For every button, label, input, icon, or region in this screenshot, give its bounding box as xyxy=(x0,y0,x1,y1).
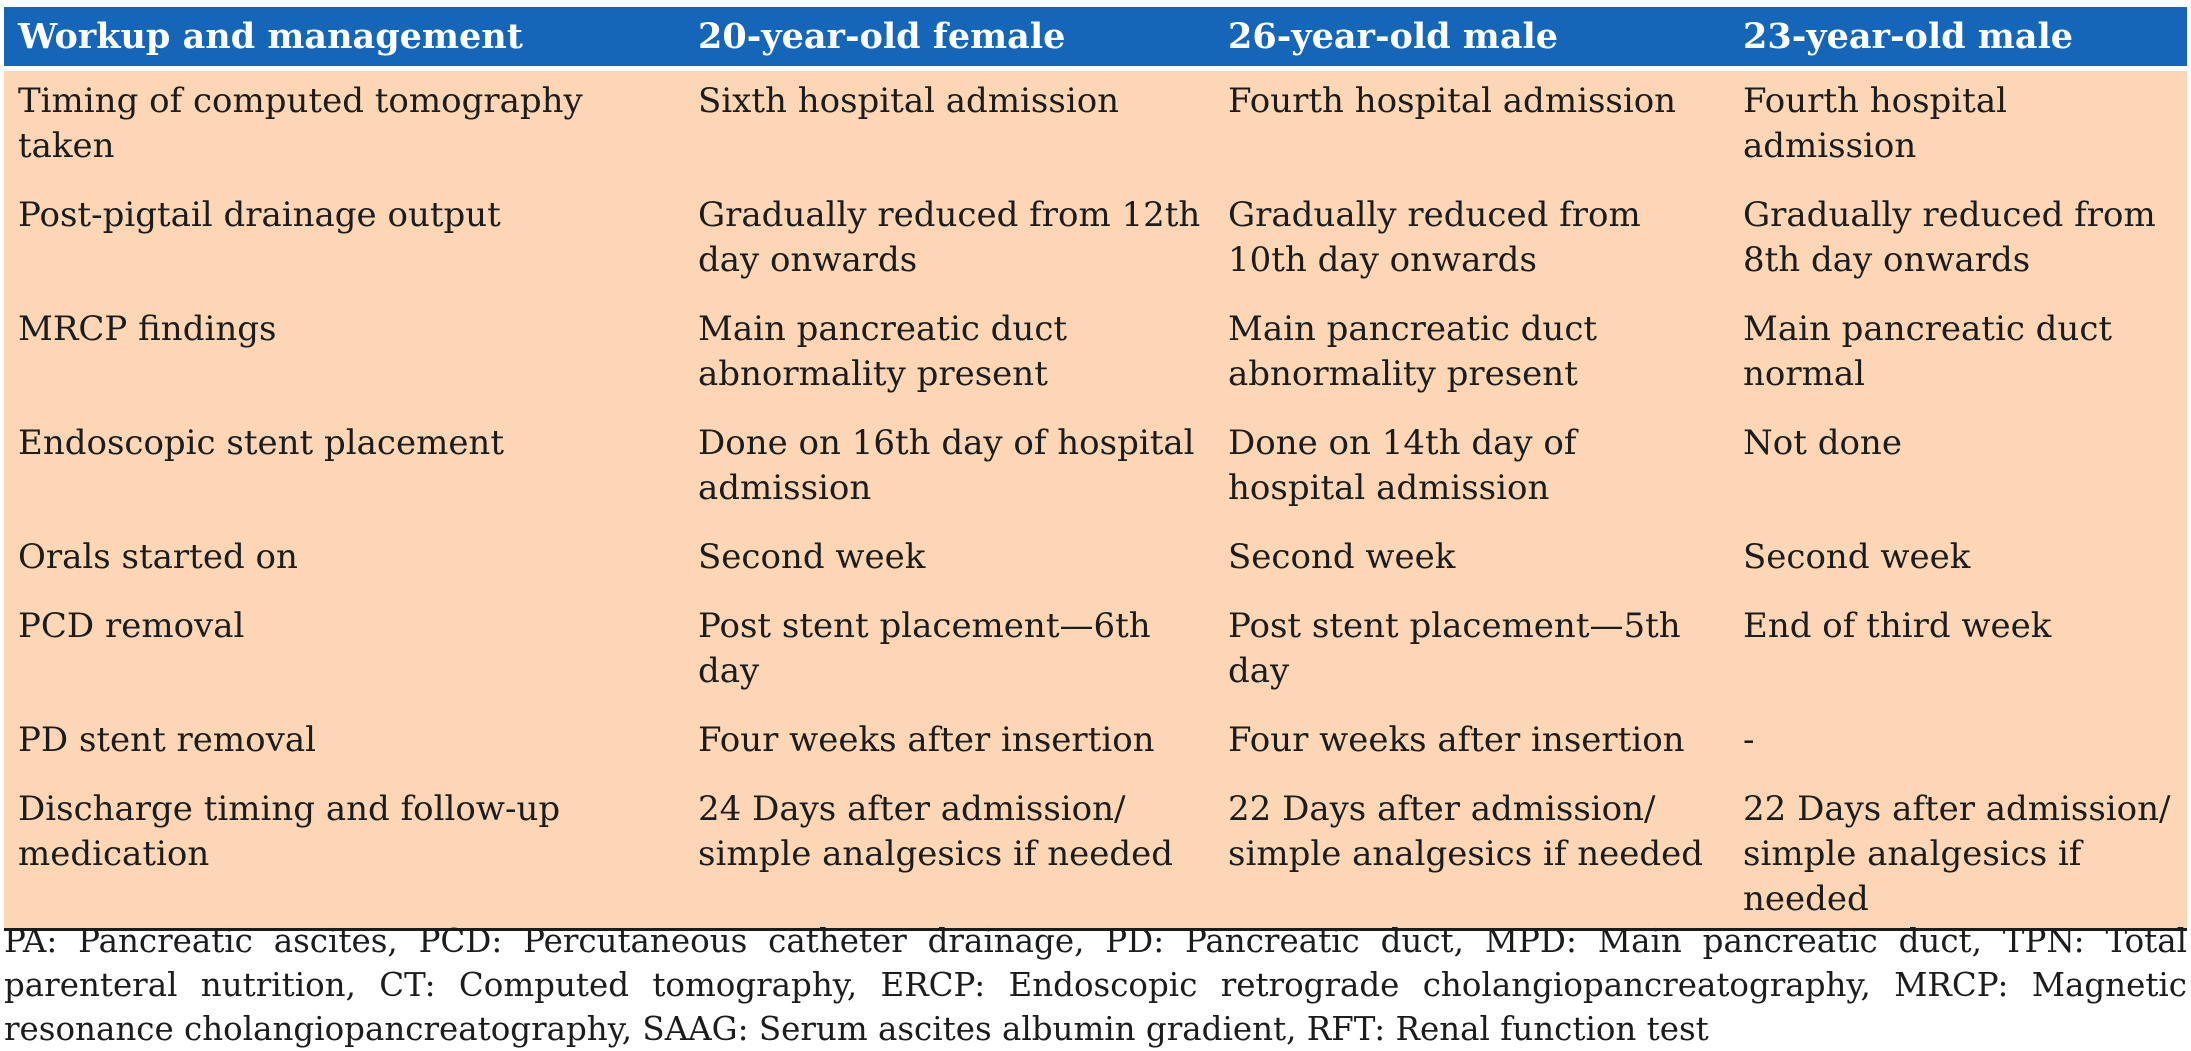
table-cell: Done on 14th day of hospital admission xyxy=(1228,422,1577,508)
table-cell: Main pancreatic duct abnormality present xyxy=(698,308,1068,394)
table-row: PD stent removal Four weeks after insert… xyxy=(4,710,2187,779)
header-cell-workup: Workup and management xyxy=(4,7,684,71)
header-cell-patient-1: 20-year-old female xyxy=(684,7,1214,71)
row-label-cell: Endoscopic stent placement xyxy=(18,422,504,463)
header-cell-patient-3: 23-year-old male xyxy=(1729,7,2187,71)
table-cell: Main pancreatic duct normal xyxy=(1743,308,2113,394)
table-cell: Fourth hospital admission xyxy=(1743,80,2007,166)
table-cell: Sixth hospital admission xyxy=(698,80,1120,121)
row-label-cell: Timing of computed tomography taken xyxy=(18,80,583,166)
table-cell: - xyxy=(1743,719,1755,760)
table-cell: Gradually reduced from 8th day onwards xyxy=(1743,194,2156,280)
table-row: PCD removal Post stent placement—6th day… xyxy=(4,596,2187,710)
table-cell: Second week xyxy=(698,536,926,577)
table-cell: 24 Days after admission/ simple analgesi… xyxy=(698,788,1174,874)
table-cell: Four weeks after insertion xyxy=(698,719,1155,760)
table-cell: Post stent placement—5th day xyxy=(1228,605,1681,691)
table-cell: Second week xyxy=(1228,536,1456,577)
row-label-cell: Post-pigtail drainage output xyxy=(18,194,501,235)
table-row: MRCP findings Main pancreatic duct abnor… xyxy=(4,299,2187,413)
row-label-cell: Orals started on xyxy=(18,536,298,577)
table-header: Workup and management 20-year-old female… xyxy=(4,7,2187,71)
table-cell: Four weeks after insertion xyxy=(1228,719,1685,760)
header-row: Workup and management 20-year-old female… xyxy=(4,7,2187,71)
table-cell: Post stent placement—6th day xyxy=(698,605,1151,691)
table-cell: 22 Days after admission/ simple analgesi… xyxy=(1228,788,1704,874)
table-cell: End of third week xyxy=(1743,605,2052,646)
header-cell-patient-2: 26-year-old male xyxy=(1214,7,1729,71)
table-cell: Second week xyxy=(1743,536,1971,577)
table-cell: Gradually reduced from 10th day onwards xyxy=(1228,194,1641,280)
table-cell: Main pancreatic duct abnormality present xyxy=(1228,308,1598,394)
table-row: Discharge timing and follow-up medicatio… xyxy=(4,779,2187,928)
table-cell: Not done xyxy=(1743,422,1902,463)
table-footnote: PA: Pancreatic ascites, PCD: Percutaneou… xyxy=(4,921,2187,1048)
table-cell: Done on 16th day of hospital admission xyxy=(698,422,1195,508)
table-row: Timing of computed tomography taken Sixt… xyxy=(4,68,2187,185)
row-label-cell: Discharge timing and follow-up medicatio… xyxy=(18,788,561,874)
table-cell: Fourth hospital admission xyxy=(1228,80,1677,121)
table-row: Endoscopic stent placement Done on 16th … xyxy=(4,413,2187,527)
row-label-cell: PD stent removal xyxy=(18,719,316,760)
table-row: Post-pigtail drainage output Gradually r… xyxy=(4,185,2187,299)
table-bottom-rule xyxy=(4,927,2187,931)
table-row: Orals started on Second week Second week… xyxy=(4,527,2187,596)
table-cell: Gradually reduced from 12th day onwards xyxy=(698,194,1201,280)
management-table-container: Workup and management 20-year-old female… xyxy=(4,7,2187,931)
workup-management-table: Workup and management 20-year-old female… xyxy=(4,7,2187,928)
table-body: Timing of computed tomography taken Sixt… xyxy=(4,68,2187,928)
table-cell: 22 Days after admission/ simple analgesi… xyxy=(1743,788,2171,919)
row-label-cell: MRCP findings xyxy=(18,308,277,349)
row-label-cell: PCD removal xyxy=(18,605,245,646)
